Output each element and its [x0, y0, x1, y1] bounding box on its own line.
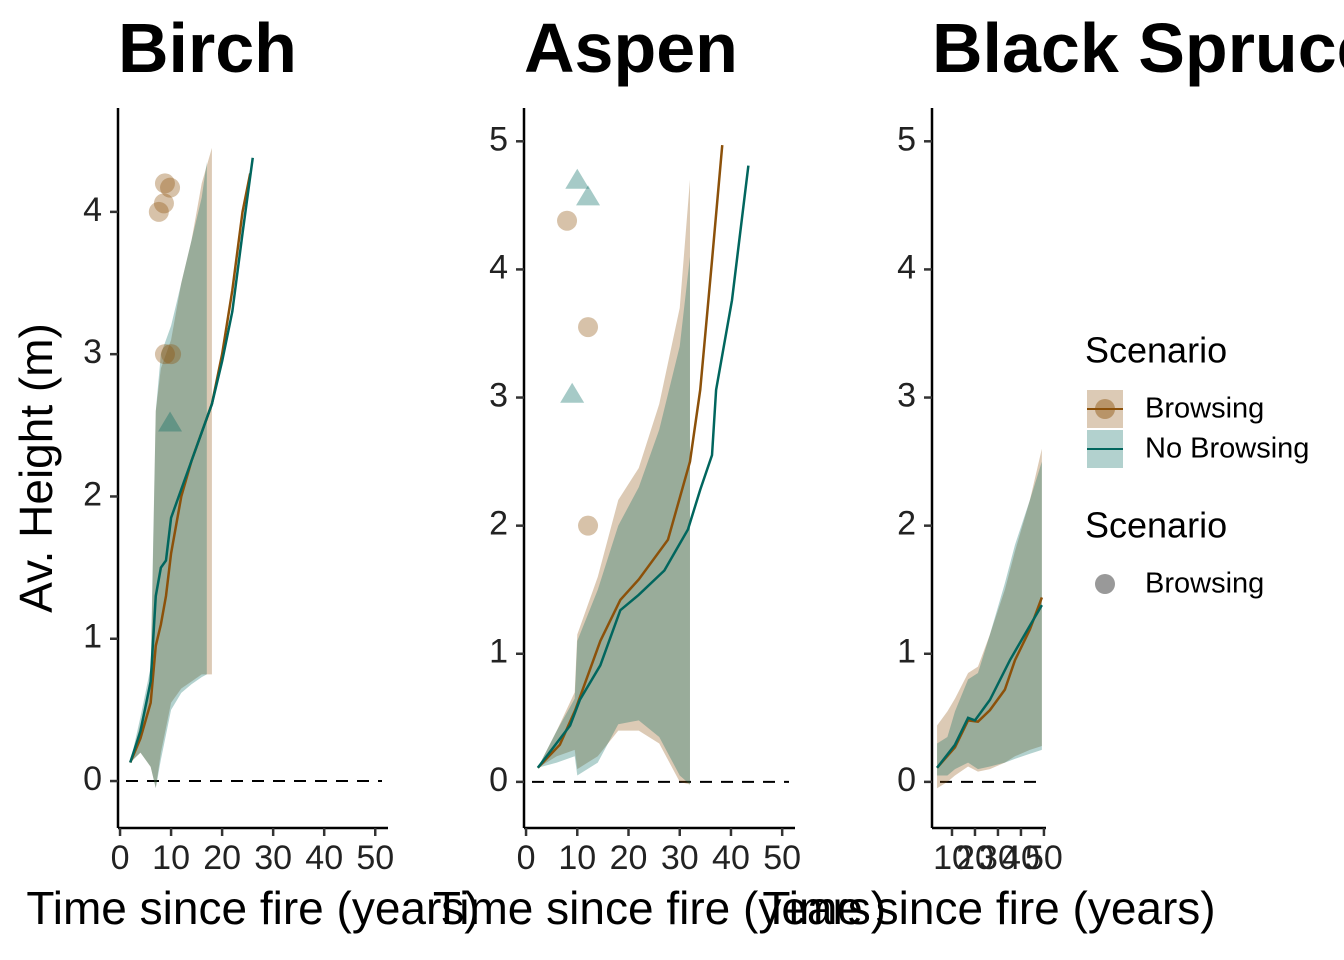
plot-area	[936, 448, 1044, 789]
y-tick-label: 4	[897, 248, 916, 286]
x-tick-label: 40	[712, 839, 750, 877]
chart-title: Birch	[118, 9, 297, 87]
legend-label: No Browsing	[1145, 433, 1309, 465]
y-tick-label: 4	[489, 248, 508, 286]
point	[560, 382, 585, 403]
y-tick-label: 1	[897, 633, 916, 671]
y-tick-label: 5	[897, 120, 916, 158]
point	[578, 317, 599, 338]
x-tick-label: 20	[610, 839, 648, 877]
point	[576, 185, 601, 206]
x-tick-label: 50	[763, 839, 801, 877]
x-tick-label: 50	[356, 839, 394, 877]
y-tick-label: 5	[489, 120, 508, 158]
x-tick-label: 10	[558, 839, 596, 877]
y-tick-label: 0	[489, 761, 508, 799]
x-tick-label: 20	[956, 839, 994, 877]
y-axis-title: Av. Height (m)	[10, 323, 62, 613]
chart-title: Aspen	[524, 9, 738, 87]
y-tick-label: 4	[83, 191, 102, 229]
point	[154, 173, 175, 194]
confidence-ribbon	[130, 147, 212, 789]
point	[578, 515, 599, 536]
x-tick-label: 40	[305, 839, 343, 877]
x-tick-label: 50	[1025, 839, 1063, 877]
confidence-ribbon	[130, 162, 207, 789]
x-tick-label: 40	[1002, 839, 1040, 877]
y-tick-label: 0	[83, 760, 102, 798]
x-tick-label: 0	[111, 839, 130, 877]
legend-label: Browsing	[1145, 393, 1264, 425]
point	[148, 201, 169, 222]
x-tick-label: 20	[203, 839, 241, 877]
x-axis-title: Time since fire (years)	[433, 882, 886, 934]
x-tick-label: 30	[979, 839, 1017, 877]
x-axis-title: Time since fire (years)	[762, 882, 1215, 934]
legend-key	[1095, 574, 1115, 594]
y-tick-label: 3	[489, 377, 508, 415]
confidence-ribbon	[937, 448, 1042, 789]
x-tick-label: 0	[517, 839, 536, 877]
y-tick-label: 1	[489, 633, 508, 671]
point	[153, 193, 174, 214]
legend-label: Browsing	[1145, 568, 1264, 600]
plot-area	[126, 147, 382, 789]
confidence-ribbon	[937, 461, 1042, 776]
line	[536, 165, 750, 769]
y-tick-label: 2	[489, 505, 508, 543]
legend-title: Scenario	[1085, 505, 1227, 546]
legend-title: Scenario	[1085, 330, 1227, 371]
x-tick-label: 30	[661, 839, 699, 877]
point	[160, 177, 181, 198]
legend-key	[1095, 399, 1115, 419]
y-tick-label: 2	[897, 505, 916, 543]
y-tick-label: 2	[83, 475, 102, 513]
point	[565, 168, 590, 189]
point	[154, 344, 175, 365]
y-tick-label: 3	[897, 377, 916, 415]
confidence-ribbon	[537, 179, 690, 785]
y-tick-label: 1	[83, 618, 102, 656]
chart-title: Black Spruce	[932, 9, 1344, 87]
line	[536, 145, 724, 769]
line	[129, 173, 252, 764]
line	[936, 604, 1043, 769]
confidence-ribbon	[537, 256, 690, 785]
y-tick-label: 3	[83, 333, 102, 371]
line	[129, 157, 254, 763]
point	[557, 210, 578, 231]
x-tick-label: 10	[933, 839, 971, 877]
point	[161, 344, 182, 365]
x-tick-label: 30	[254, 839, 292, 877]
point	[158, 411, 183, 432]
y-tick-label: 0	[897, 761, 916, 799]
plot-area	[532, 145, 789, 785]
x-tick-label: 10	[152, 839, 190, 877]
x-axis-title: Time since fire (years)	[26, 882, 479, 934]
